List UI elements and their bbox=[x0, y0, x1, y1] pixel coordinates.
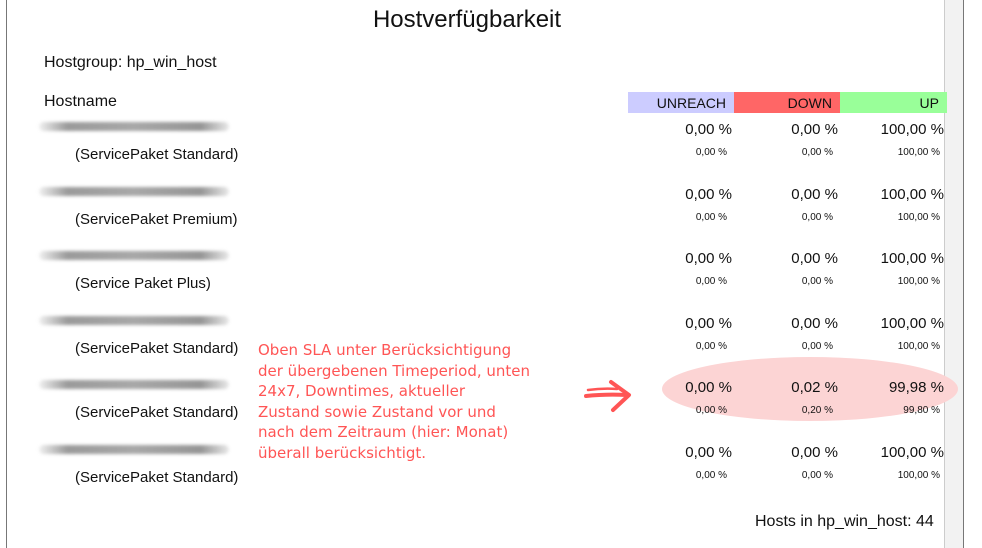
up-24x7-value: 100,00 % bbox=[897, 147, 940, 158]
page-side-strip bbox=[944, 0, 963, 548]
unreach-column-header: UNREACH bbox=[628, 92, 734, 113]
unreach-sla-value: 0,00 % bbox=[685, 443, 732, 461]
unreach-24x7-value: 0,00 % bbox=[695, 469, 727, 481]
down-24x7-value: 0,00 % bbox=[801, 340, 833, 352]
up-sla-value: 100,00 % bbox=[880, 314, 944, 332]
unreach-24x7-value: 0,00 % bbox=[695, 211, 727, 223]
down-sla-value: 0,00 % bbox=[791, 121, 838, 138]
up-column-header: UP bbox=[840, 92, 947, 113]
service-package-label: (Service Paket Plus) bbox=[75, 275, 211, 292]
up-24x7-value: 100,00 % bbox=[897, 469, 940, 481]
redacted-hostname bbox=[39, 186, 229, 196]
up-sla-value: 100,00 % bbox=[880, 443, 944, 461]
hostgroup-label: Hostgroup: hp_win_host bbox=[44, 54, 217, 71]
report-title: Hostverfügbarkeit bbox=[372, 6, 562, 33]
down-24x7-value: 0,00 % bbox=[801, 211, 833, 223]
up-24x7-value: 100,00 % bbox=[897, 211, 940, 223]
highlight-ellipse bbox=[662, 357, 958, 421]
service-package-label: (ServicePaket Standard) bbox=[75, 468, 239, 486]
redacted-hostname bbox=[39, 444, 229, 454]
unreach-sla-value: 0,00 % bbox=[685, 314, 732, 332]
annotation-line: überall berücksichtigt. bbox=[258, 443, 427, 462]
unreach-24x7-value: 0,00 % bbox=[695, 276, 727, 287]
annotation-line: 24x7, Downtimes, aktueller bbox=[258, 382, 466, 400]
unreach-sla-value: 0,00 % bbox=[685, 250, 732, 267]
service-package-label: (ServicePaket Standard) bbox=[75, 339, 239, 357]
annotation-line: der übergebenen Timeperiod, unten bbox=[258, 361, 531, 380]
unreach-24x7-value: 0,00 % bbox=[695, 340, 727, 352]
unreach-sla-value: 0,00 % bbox=[685, 185, 732, 203]
down-24x7-value: 0,00 % bbox=[801, 469, 833, 481]
up-sla-value: 99,98 % bbox=[888, 379, 944, 396]
service-package-label: (ServicePaket Standard) bbox=[75, 404, 239, 421]
down-sla-value: 0,00 % bbox=[791, 250, 838, 267]
redacted-hostname bbox=[39, 251, 229, 260]
redacted-hostname bbox=[39, 315, 229, 325]
up-sla-value: 100,00 % bbox=[880, 185, 944, 203]
down-sla-value: 0,00 % bbox=[791, 443, 838, 461]
down-24x7-value: 0,00 % bbox=[801, 147, 833, 158]
unreach-24x7-value: 0,00 % bbox=[695, 405, 727, 416]
up-24x7-value: 99,80 % bbox=[903, 405, 940, 416]
service-package-label: (ServicePaket Premium) bbox=[75, 210, 238, 228]
down-sla-value: 0,00 % bbox=[791, 314, 838, 332]
unreach-24x7-value: 0,00 % bbox=[695, 147, 727, 158]
service-package-label: (ServicePaket Standard) bbox=[75, 146, 239, 163]
report-page: Hostverfügbarkeit Hostgroup: hp_win_host… bbox=[6, 0, 964, 548]
unreach-sla-value: 0,00 % bbox=[685, 121, 732, 138]
down-24x7-value: 0,20 % bbox=[801, 405, 833, 416]
unreach-sla-value: 0,00 % bbox=[685, 379, 732, 396]
annotation-line: Zustand sowie Zustand vor und bbox=[258, 402, 496, 421]
hostname-column-header: Hostname bbox=[44, 93, 117, 110]
down-sla-value: 0,00 % bbox=[791, 185, 838, 203]
annotation-line: nach dem Zeitraum (hier: Monat) bbox=[258, 423, 509, 441]
up-sla-value: 100,00 % bbox=[880, 250, 944, 267]
redacted-hostname bbox=[39, 122, 229, 131]
down-sla-value: 0,02 % bbox=[791, 379, 838, 396]
hosts-count-footer: Hosts in hp_win_host: 44 bbox=[755, 513, 934, 530]
redacted-hostname bbox=[39, 380, 229, 389]
down-24x7-value: 0,00 % bbox=[801, 276, 833, 287]
up-24x7-value: 100,00 % bbox=[897, 276, 940, 287]
arrow-right-icon bbox=[584, 380, 631, 412]
down-column-header: DOWN bbox=[734, 92, 840, 113]
up-sla-value: 100,00 % bbox=[880, 121, 944, 138]
annotation-line: Oben SLA unter Berücksichtigung bbox=[258, 341, 512, 359]
up-24x7-value: 100,00 % bbox=[897, 340, 940, 352]
annotation-note: Oben SLA unter Berücksichtigung der über… bbox=[258, 340, 588, 463]
